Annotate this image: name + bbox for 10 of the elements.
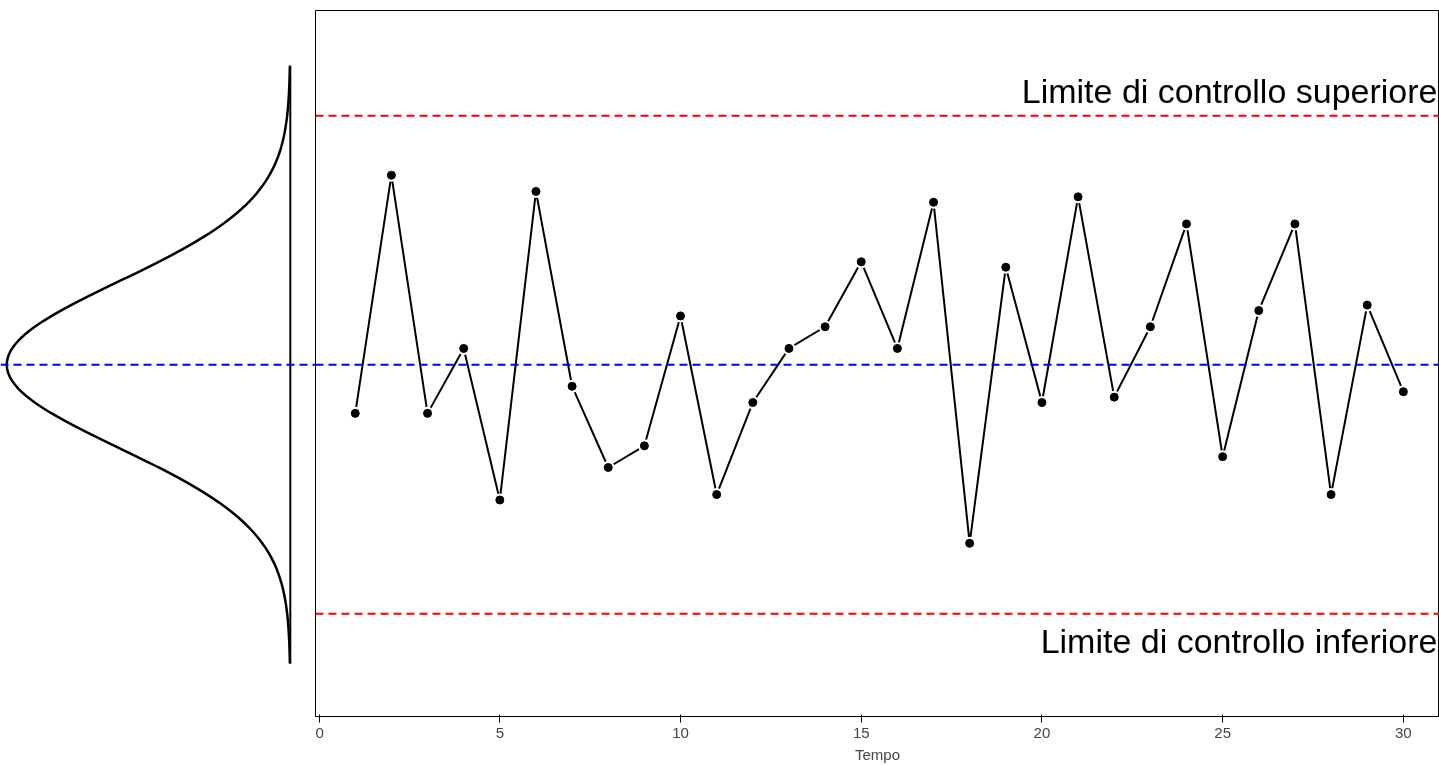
x-tick-label: 5 (495, 723, 504, 741)
x-tick-label: 15 (852, 723, 870, 741)
x-tick-label: 30 (1395, 723, 1412, 741)
x-tick-label: 20 (1033, 723, 1051, 741)
x-axis-title: Tempo (854, 745, 901, 763)
ref-line-label: Limite di controllo inferiore (1040, 621, 1438, 660)
x-tick-label: 0 (315, 723, 324, 741)
ref-line-label: Limite di controllo superiore (1021, 71, 1438, 110)
x-tick-label: 25 (1214, 723, 1231, 741)
x-tick-label: 10 (672, 723, 689, 741)
